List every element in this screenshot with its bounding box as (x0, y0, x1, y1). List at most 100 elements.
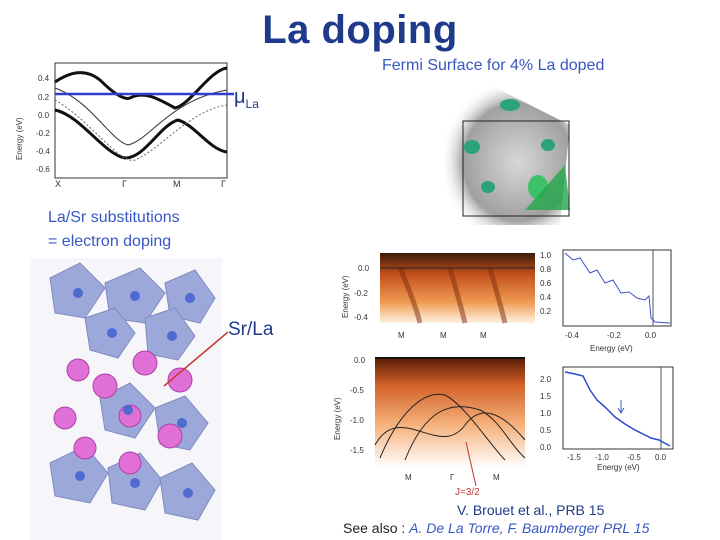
band-xtick: X (55, 179, 61, 189)
la-sr-atom (132, 350, 158, 376)
pointer-line (163, 331, 229, 387)
j-label: J=3/2 (455, 487, 480, 498)
fermi-surface-caption: Fermi Surface for 4% La doped (382, 57, 605, 74)
edc-top-xtick: -0.4 (565, 331, 579, 340)
edc-top-ytick: 1.0 (540, 251, 552, 260)
ir-atom (183, 488, 193, 498)
fermi-pocket (541, 139, 555, 151)
ir-atom (177, 418, 187, 428)
band-ytick: -0.2 (36, 129, 50, 138)
arpes-bottom-xtick: Γ (450, 473, 455, 482)
band-ytick: -0.6 (36, 165, 50, 174)
arpes-top-xtick: M (440, 331, 447, 340)
citation-authors: A. De La Torre, F. Baumberger PRL 15 (409, 520, 650, 536)
ir-atom (185, 293, 195, 303)
arpes-top-ylabel: Energy (eV) (341, 275, 350, 318)
band-xtick: Γ (122, 179, 127, 189)
edc-bottom-curve (564, 371, 671, 447)
arpes-top-ytick: -0.2 (354, 289, 368, 298)
brillouin-zone-box (462, 120, 570, 217)
edc-top-ytick: 0.6 (540, 279, 552, 288)
arpes-bottom-plot: Energy (eV) 0.0 -0.5 -1.0 -1.5 M Γ M (333, 356, 526, 482)
arpes-bottom-xtick: M (493, 473, 500, 482)
ir-atom (123, 405, 133, 415)
edc-top-ytick: 0.8 (540, 265, 552, 274)
arpes-bottom-ylabel: Energy (eV) (333, 397, 342, 440)
edc-bottom-xtick: -1.0 (595, 453, 609, 462)
la-sr-atom (53, 406, 77, 430)
edc-bottom-ytick: 1.5 (540, 392, 552, 401)
sr-la-pointer (163, 331, 229, 387)
edc-bottom-xtick: -1.5 (567, 453, 581, 462)
arpes-bottom-ytick: -1.5 (350, 446, 364, 455)
fermi-pocket-edge (525, 165, 570, 210)
band-curve-thick-lower (54, 108, 228, 160)
citation-see-also: See also : A. De La Torre, F. Baumberger… (343, 520, 649, 536)
edc-bottom-ytick: 0.0 (540, 443, 552, 452)
edc-bottom-xtick: 0.0 (655, 453, 667, 462)
edc-top-plot: 1.0 0.8 0.6 0.4 0.2 -0.4 -0.2 0.0 Energy… (540, 249, 672, 353)
slide-title: La doping (262, 8, 458, 52)
ir-atom (75, 471, 85, 481)
citation-main: V. Brouet et al., PRB 15 (457, 502, 605, 518)
arpes-bottom-band (374, 412, 526, 446)
arpes-top-ytick: -0.4 (354, 313, 368, 322)
j-pointer (465, 441, 477, 487)
j-pointer-line (465, 441, 477, 487)
arpes-bottom-xtick: M (405, 473, 412, 482)
substitution-line-2: = electron doping (48, 233, 172, 250)
band-structure-plot: Energy (eV) 0.4 0.2 0.0 -0.2 -0.4 -0.6 X… (15, 62, 234, 189)
arpes-bottom-band (379, 393, 506, 461)
edc-bottom-ytick: 1.0 (540, 409, 552, 418)
band-plot-frame (54, 62, 228, 179)
band-xtick: M (173, 179, 181, 189)
band-curve-thick-upper (54, 66, 228, 110)
edc-bottom-xtick: -0.5 (627, 453, 641, 462)
edc-top-ytick: 0.4 (540, 293, 552, 302)
band-curve-dotted (54, 99, 228, 161)
arpes-bottom-ytick: -0.5 (350, 386, 364, 395)
arpes-bottom-image (375, 358, 525, 468)
arpes-top-xtick: M (480, 331, 487, 340)
ir-atom (167, 331, 177, 341)
substitution-line-1: La/Sr substitutions (48, 209, 180, 226)
la-sr-atom (73, 436, 97, 460)
edc-bottom-ytick: 0.5 (540, 426, 552, 435)
band-ytick: -0.4 (36, 147, 50, 156)
la-sr-atom (157, 423, 183, 449)
arpes-bottom-ytick: 0.0 (354, 356, 366, 365)
band-xtick: Γ (221, 179, 226, 189)
fermi-pocket (500, 99, 520, 111)
sr-la-label: Sr/La (228, 319, 274, 340)
mu-la-label: μLa (234, 86, 259, 111)
la-sr-atom (92, 373, 118, 399)
ir-atom (73, 288, 83, 298)
ir-atom (107, 328, 117, 338)
crystal-structure-image (30, 258, 222, 540)
arpes-top-ytick: 0.0 (358, 264, 370, 273)
ir-atom (130, 291, 140, 301)
arpes-bottom-ytick: -1.0 (350, 416, 364, 425)
mu-subscript: La (245, 97, 259, 111)
edc-top-ytick: 0.2 (540, 307, 552, 316)
edc-top-curve (564, 252, 671, 324)
edc-top-xlabel: Energy (eV) (590, 344, 633, 353)
substitution-note: La/Sr substitutions = electron doping (48, 206, 180, 254)
edc-bottom-plot: 2.0 1.5 1.0 0.5 0.0 -1.5 -1.0 -0.5 0.0 E… (540, 366, 674, 472)
mu-symbol: μ (234, 86, 246, 108)
fermi-surface-map (440, 85, 570, 225)
edc-bottom-ytick: 2.0 (540, 375, 552, 384)
edc-bottom-xlabel: Energy (eV) (597, 463, 640, 472)
edc-top-frame (562, 249, 672, 327)
band-curve-thin (54, 87, 228, 146)
band-ytick: 0.0 (38, 111, 50, 120)
la-sr-atom (167, 367, 193, 393)
arpes-bottom-band (404, 406, 526, 461)
fermi-pocket (464, 140, 480, 154)
band-plot-ylabel: Energy (eV) (15, 117, 24, 160)
ir-atom (130, 478, 140, 488)
fermi-pocket (481, 181, 495, 193)
la-sr-atom (66, 358, 90, 382)
edc-top-xtick: 0.0 (645, 331, 657, 340)
arpes-top-plot: Energy (eV) 0.0 -0.2 -0.4 M M M (341, 253, 535, 340)
